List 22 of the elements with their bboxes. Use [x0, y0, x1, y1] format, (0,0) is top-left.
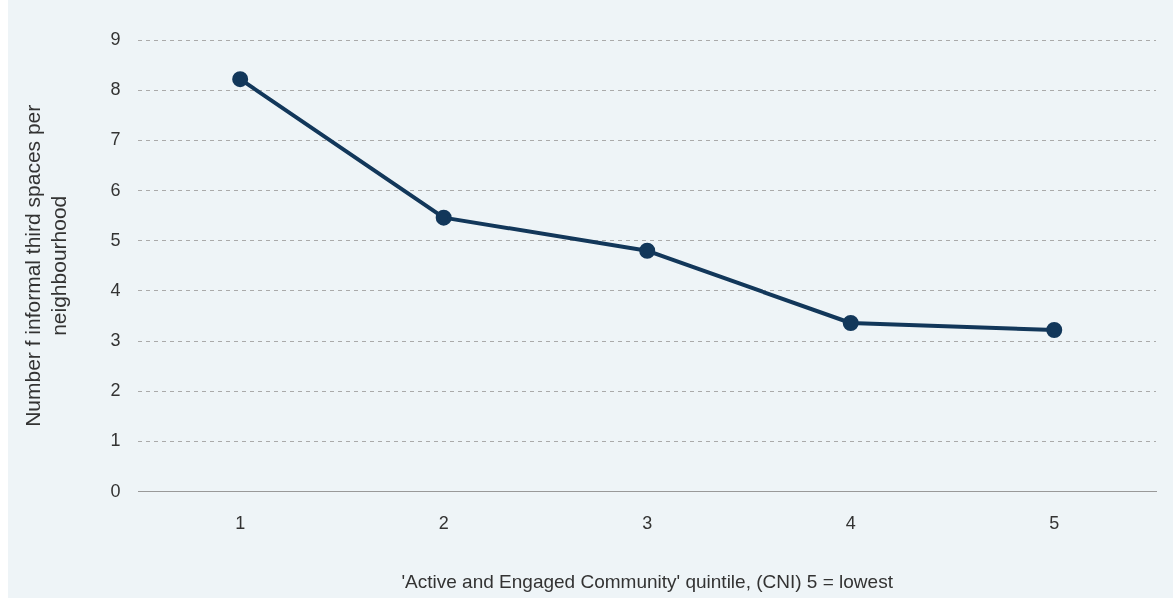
- point: [842, 315, 859, 331]
- point: [639, 242, 656, 259]
- point: [435, 209, 452, 226]
- y-tick-label: 8: [110, 79, 121, 100]
- x-tick-label: 1: [235, 513, 246, 534]
- y-axis-title: Number f informal third spaces per neighbourhood: [21, 104, 70, 427]
- x-axis-title: 'Active and Engaged Community' quintile, (CNI) 5 = lowest: [401, 570, 894, 592]
- x-tick-label: 2: [438, 513, 449, 534]
- y-tick-label: 5: [110, 229, 121, 250]
- x-tick-label: 3: [642, 513, 653, 534]
- x-tick-label: 5: [1049, 513, 1060, 534]
- y-tick-label: 7: [110, 129, 121, 150]
- x-tick-label: 4: [845, 513, 856, 534]
- y-tick-label: 9: [110, 28, 121, 49]
- y-tick-label: 6: [110, 179, 121, 200]
- y-tick-label: 3: [110, 330, 121, 351]
- point: [1046, 322, 1063, 339]
- y-tick-label: 0: [110, 480, 121, 501]
- point: [232, 71, 249, 88]
- y-tick-label: 1: [110, 430, 121, 451]
- y-tick-label: 2: [110, 380, 121, 401]
- y-tick-label: 4: [110, 279, 121, 300]
